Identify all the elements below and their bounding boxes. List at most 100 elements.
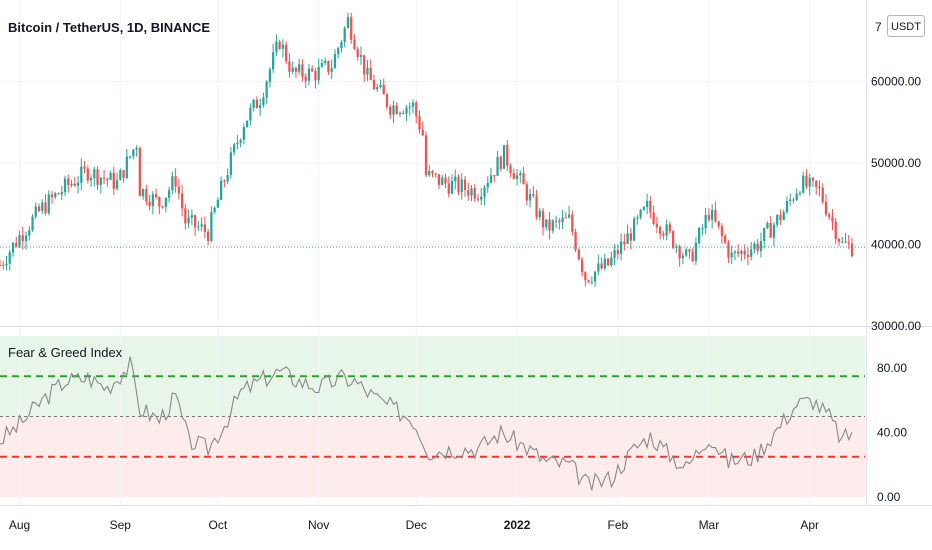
candle-body xyxy=(766,222,769,228)
candle-body xyxy=(802,175,805,193)
candle-body xyxy=(213,207,216,213)
time-axis-label: Aug xyxy=(9,518,30,532)
time-axis-label: 2022 xyxy=(504,518,531,532)
time-axis-label: Oct xyxy=(209,518,228,532)
candle-body xyxy=(281,44,285,49)
candle-body xyxy=(616,250,619,254)
candle-body xyxy=(298,64,301,72)
candle-body xyxy=(688,249,691,252)
candle-body xyxy=(15,242,18,247)
candle-body xyxy=(502,145,506,169)
candle-body xyxy=(818,186,821,189)
candle-body xyxy=(337,47,340,54)
candle-body xyxy=(119,170,122,181)
candle-body xyxy=(171,176,174,191)
time-axis-label: Mar xyxy=(699,518,720,532)
candle-body xyxy=(515,175,519,180)
candle-body xyxy=(314,71,317,81)
candle-body xyxy=(584,272,587,281)
candle-body xyxy=(815,180,818,187)
candle-body xyxy=(272,52,275,70)
candle-body xyxy=(324,60,327,63)
symbol-title[interactable]: Bitcoin / TetherUS, 1D, BINANCE xyxy=(8,20,211,35)
candle-body xyxy=(460,179,463,192)
candle-body xyxy=(655,223,659,228)
candle-body xyxy=(772,224,776,238)
candle-body xyxy=(538,210,541,218)
candle-body xyxy=(405,107,408,114)
candle-body xyxy=(672,231,675,248)
candle-body xyxy=(844,241,847,243)
candle-body xyxy=(489,175,493,183)
fear-greed-index-line xyxy=(0,356,853,491)
candle-body xyxy=(382,84,385,95)
candle-body xyxy=(652,212,655,224)
candle-body xyxy=(724,235,727,243)
candle-body xyxy=(63,178,67,193)
indicator-title[interactable]: Fear & Greed Index xyxy=(8,345,123,360)
candle-body xyxy=(694,242,698,262)
candle-body xyxy=(798,192,802,194)
candle-body xyxy=(704,214,707,229)
candle-body xyxy=(418,116,421,130)
candle-body xyxy=(691,251,694,262)
candle-body xyxy=(662,233,665,236)
candle-body xyxy=(587,280,590,282)
candle-body xyxy=(356,49,359,57)
candle-body xyxy=(645,201,649,208)
candle-body xyxy=(86,168,89,181)
candle-body xyxy=(421,129,424,136)
candle-body xyxy=(496,156,499,176)
candle-body xyxy=(606,258,610,266)
candle-body xyxy=(717,221,720,227)
candle-body xyxy=(109,172,112,180)
candle-body xyxy=(850,243,854,257)
candle-body xyxy=(278,41,281,49)
candle-body xyxy=(128,156,132,158)
candle-body xyxy=(743,250,746,255)
candle-body xyxy=(320,62,324,67)
candle-body xyxy=(711,209,714,220)
candle-body xyxy=(93,169,96,179)
candle-body xyxy=(57,193,60,195)
candle-body xyxy=(431,171,434,174)
candle-body xyxy=(707,214,711,220)
candle-body xyxy=(463,179,467,190)
candle-body xyxy=(275,41,278,53)
indicator-axis-label: 40.00 xyxy=(877,426,907,440)
candle-body xyxy=(141,189,145,197)
candle-body xyxy=(96,169,99,185)
candle-body xyxy=(483,187,486,197)
candle-body xyxy=(626,233,629,244)
candle-body xyxy=(828,214,831,218)
candle-body xyxy=(454,176,457,182)
candle-body xyxy=(2,265,5,267)
candle-body xyxy=(554,220,558,222)
candle-body xyxy=(80,166,83,183)
candle-body xyxy=(668,224,672,232)
candle-body xyxy=(493,175,496,177)
candle-body xyxy=(411,102,415,107)
candle-body xyxy=(681,255,685,259)
candle-body xyxy=(642,207,646,210)
candle-body xyxy=(327,60,330,72)
candle-body xyxy=(301,64,304,77)
candle-body xyxy=(444,177,447,184)
candle-body xyxy=(636,217,639,219)
candle-body xyxy=(470,188,473,196)
candle-body xyxy=(145,189,148,202)
price-axis-label: 60000.00 xyxy=(871,75,921,89)
price-axis-top-label: 7 xyxy=(875,20,882,34)
currency-badge[interactable]: USDT xyxy=(887,15,925,37)
candle-body xyxy=(821,188,824,203)
candle-body xyxy=(590,281,593,283)
candle-body xyxy=(106,178,109,180)
candle-body xyxy=(376,87,379,90)
candle-body xyxy=(216,199,220,208)
candle-body xyxy=(402,112,405,114)
candle-body xyxy=(450,181,454,194)
candle-body xyxy=(122,170,125,178)
candle-body xyxy=(792,199,795,201)
candle-body xyxy=(167,190,171,198)
